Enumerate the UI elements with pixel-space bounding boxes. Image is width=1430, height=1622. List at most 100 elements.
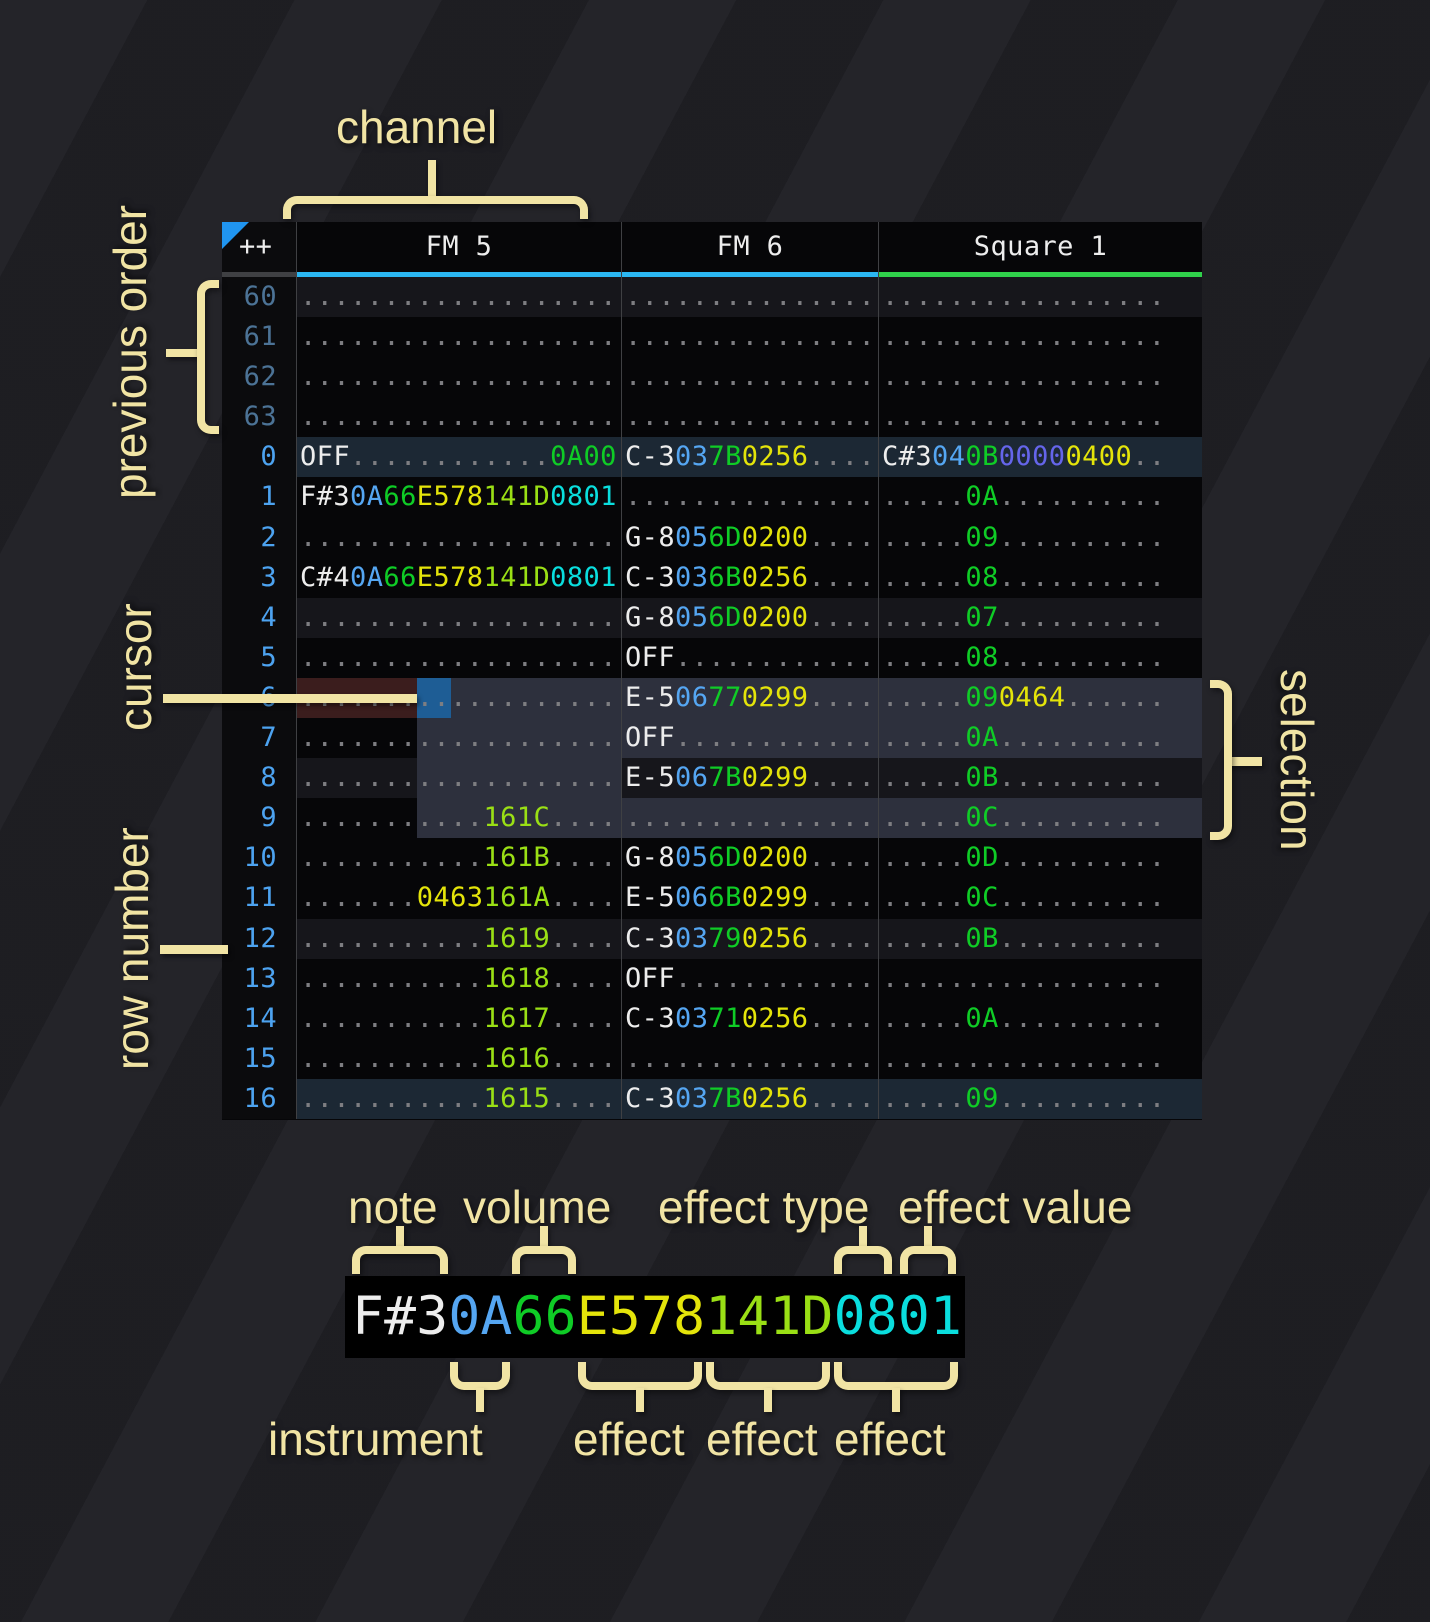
pattern-cell-fm5[interactable]: ...................	[296, 397, 621, 438]
pattern-cell-fm6[interactable]: G-8056D0200....	[621, 597, 878, 638]
channel-header-fm6[interactable]: FM 6	[621, 222, 878, 277]
pattern-cell-square1[interactable]: .................	[878, 397, 1202, 438]
pattern-cell-fm5[interactable]: ...................	[296, 637, 621, 678]
pattern-cell-fm6[interactable]: OFF............	[621, 958, 878, 999]
pattern-cell-square1[interactable]: .....0C..........	[878, 878, 1202, 919]
pattern-cell-square1[interactable]: .....090464......	[878, 677, 1202, 719]
pattern-cell-fm6[interactable]: E-5067B0299....	[621, 758, 878, 799]
row-number-cell[interactable]: 62	[222, 357, 296, 398]
pattern-segment: ....	[550, 962, 617, 994]
pattern-segment: ..........	[998, 802, 1166, 834]
pattern-segment: G-8	[625, 842, 676, 874]
row-number-cell[interactable]: 63	[222, 397, 296, 438]
pattern-cell-fm6[interactable]: C-303790256....	[621, 918, 878, 959]
pattern-segment: ..........	[998, 922, 1166, 954]
pattern-cell-fm5[interactable]: ...................	[296, 277, 621, 318]
pattern-cell-fm6[interactable]: ...............	[621, 317, 878, 358]
pattern-cell-fm6[interactable]: ...............	[621, 397, 878, 438]
pattern-cell-fm6[interactable]: ...............	[621, 477, 878, 518]
pattern-cell-fm6[interactable]: C-3037B0256....	[621, 437, 878, 478]
pattern-segment: 06	[675, 882, 709, 914]
pattern-cell-square1[interactable]: .................	[878, 317, 1202, 358]
pattern-cell-fm6[interactable]: G-8056D0200....	[621, 517, 878, 558]
pattern-editor[interactable]: ++ FM 5 FM 6 Square 1 60................…	[222, 222, 1202, 1120]
pattern-segment: 0299	[741, 762, 809, 794]
pattern-cell-square1[interactable]: .................	[878, 1038, 1202, 1079]
row-number-cell[interactable]: 16	[222, 1078, 296, 1119]
row-number-cell[interactable]: 1	[222, 477, 296, 518]
pattern-cell-square1[interactable]: .....08..........	[878, 637, 1202, 678]
pattern-cell-fm5[interactable]: ...................	[296, 357, 621, 398]
row-number-cell[interactable]: 12	[222, 918, 296, 959]
pattern-cell-square1[interactable]: .....09..........	[878, 517, 1202, 558]
row-number-cell[interactable]: 15	[222, 1038, 296, 1079]
pattern-cell-fm6[interactable]: E-506770299....	[621, 677, 878, 719]
pattern-segment: 6D	[708, 601, 742, 633]
pattern-cell-fm6[interactable]: ...............	[621, 357, 878, 398]
pattern-cell-square1[interactable]: .....0C..........	[878, 798, 1202, 839]
pattern-cell-fm5[interactable]: ...................	[296, 317, 621, 358]
pattern-row: 61......................................…	[222, 317, 1202, 358]
pattern-cell-fm6[interactable]: G-8056D0200....	[621, 838, 878, 879]
pattern-cell-fm6[interactable]: OFF............	[621, 718, 878, 759]
pattern-cell-fm6[interactable]: C-303710256....	[621, 998, 878, 1039]
pattern-segment: 0299	[741, 681, 809, 713]
pattern-cell-square1[interactable]: C#3040B00000400..	[878, 437, 1202, 478]
pattern-cell-fm6[interactable]: ...............	[621, 277, 878, 318]
pattern-cell-fm5[interactable]: ...................	[296, 718, 621, 759]
instrument-annotation-bracket	[450, 1362, 510, 1390]
row-number-cell[interactable]: 13	[222, 958, 296, 999]
pattern-cell-fm5[interactable]: ...........1618....	[296, 958, 621, 999]
row-number-cell[interactable]: 3	[222, 557, 296, 598]
order-corner-cell[interactable]: ++	[222, 222, 296, 277]
channel-header-square1[interactable]: Square 1	[878, 222, 1202, 277]
pattern-cell-square1[interactable]: .....0A..........	[878, 477, 1202, 518]
row-number-cell[interactable]: 61	[222, 317, 296, 358]
pattern-cell-square1[interactable]: .....09..........	[878, 1078, 1202, 1119]
channel-header-fm5[interactable]: FM 5	[296, 222, 621, 277]
pattern-cell-square1[interactable]: .....08..........	[878, 557, 1202, 598]
pattern-cell-fm6[interactable]: E-5066B0299....	[621, 878, 878, 919]
row-number-cell[interactable]: 8	[222, 758, 296, 799]
row-number-cell[interactable]: 60	[222, 277, 296, 318]
pattern-cell-square1[interactable]: .................	[878, 958, 1202, 999]
pattern-cell-fm6[interactable]: ...............	[621, 798, 878, 839]
pattern-cell-fm5[interactable]: ...................	[296, 597, 621, 638]
pattern-cell-fm5[interactable]: ...........1617....	[296, 998, 621, 1039]
pattern-cell-fm6[interactable]: C-3036B0256....	[621, 557, 878, 598]
pattern-cell-fm5[interactable]: ...........1616....	[296, 1038, 621, 1079]
pattern-cell-fm5[interactable]: ...........1615....	[296, 1078, 621, 1119]
row-number-cell[interactable]: 9	[222, 798, 296, 839]
pattern-cell-fm5[interactable]: ...................	[296, 517, 621, 558]
pattern-cell-square1[interactable]: .....0A..........	[878, 998, 1202, 1039]
pattern-cell-square1[interactable]: .................	[878, 357, 1202, 398]
row-number-cell[interactable]: 2	[222, 517, 296, 558]
pattern-row: 63......................................…	[222, 397, 1202, 438]
row-number-cell[interactable]: 7	[222, 718, 296, 759]
row-number-cell[interactable]: 4	[222, 597, 296, 638]
row-number-cell[interactable]: 10	[222, 838, 296, 879]
pattern-cell-fm5[interactable]: ...........161C....	[296, 798, 621, 839]
row-number-cell[interactable]: 0	[222, 437, 296, 478]
pattern-cell-square1[interactable]: .....0B..........	[878, 918, 1202, 959]
pattern-cell-square1[interactable]: .....0A..........	[878, 718, 1202, 759]
pattern-cell-square1[interactable]: .................	[878, 277, 1202, 318]
pattern-cell-fm5[interactable]: OFF............0A00	[296, 437, 621, 478]
pattern-cell-fm5[interactable]: ...........161B....	[296, 838, 621, 879]
pattern-cell-fm5[interactable]: C#40A66E578141D0801	[296, 557, 621, 598]
pattern-cell-fm6[interactable]: C-3037B0256....	[621, 1078, 878, 1119]
pattern-cell-fm5[interactable]: ...........1619....	[296, 918, 621, 959]
pattern-cell-fm6[interactable]: OFF............	[621, 637, 878, 678]
row-number-cell[interactable]: 14	[222, 998, 296, 1039]
pattern-cell-fm6[interactable]: ...............	[621, 1038, 878, 1079]
pattern-cell-square1[interactable]: .....0B..........	[878, 758, 1202, 799]
pattern-cell-fm5[interactable]: ...................	[296, 758, 621, 799]
row-number-cell[interactable]: 11	[222, 878, 296, 919]
pattern-cell-fm5[interactable]: F#30A66E578141D0801	[296, 477, 621, 518]
pattern-cell-square1[interactable]: .....0D..........	[878, 838, 1202, 879]
row-number-cell[interactable]: 5	[222, 637, 296, 678]
pattern-cell-fm5[interactable]: .......0463161A....	[296, 878, 621, 919]
pattern-segment: ...............	[625, 401, 876, 433]
pattern-segment: ...........	[300, 1082, 484, 1114]
pattern-cell-square1[interactable]: .....07..........	[878, 597, 1202, 638]
